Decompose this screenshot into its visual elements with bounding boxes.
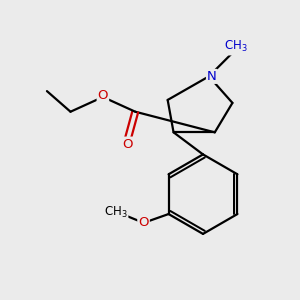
- Text: O: O: [98, 89, 108, 102]
- Text: CH$_3$: CH$_3$: [224, 39, 247, 55]
- Text: O: O: [138, 216, 149, 230]
- Text: O: O: [123, 138, 133, 151]
- Text: N: N: [207, 70, 217, 83]
- Text: CH$_3$: CH$_3$: [104, 205, 128, 220]
